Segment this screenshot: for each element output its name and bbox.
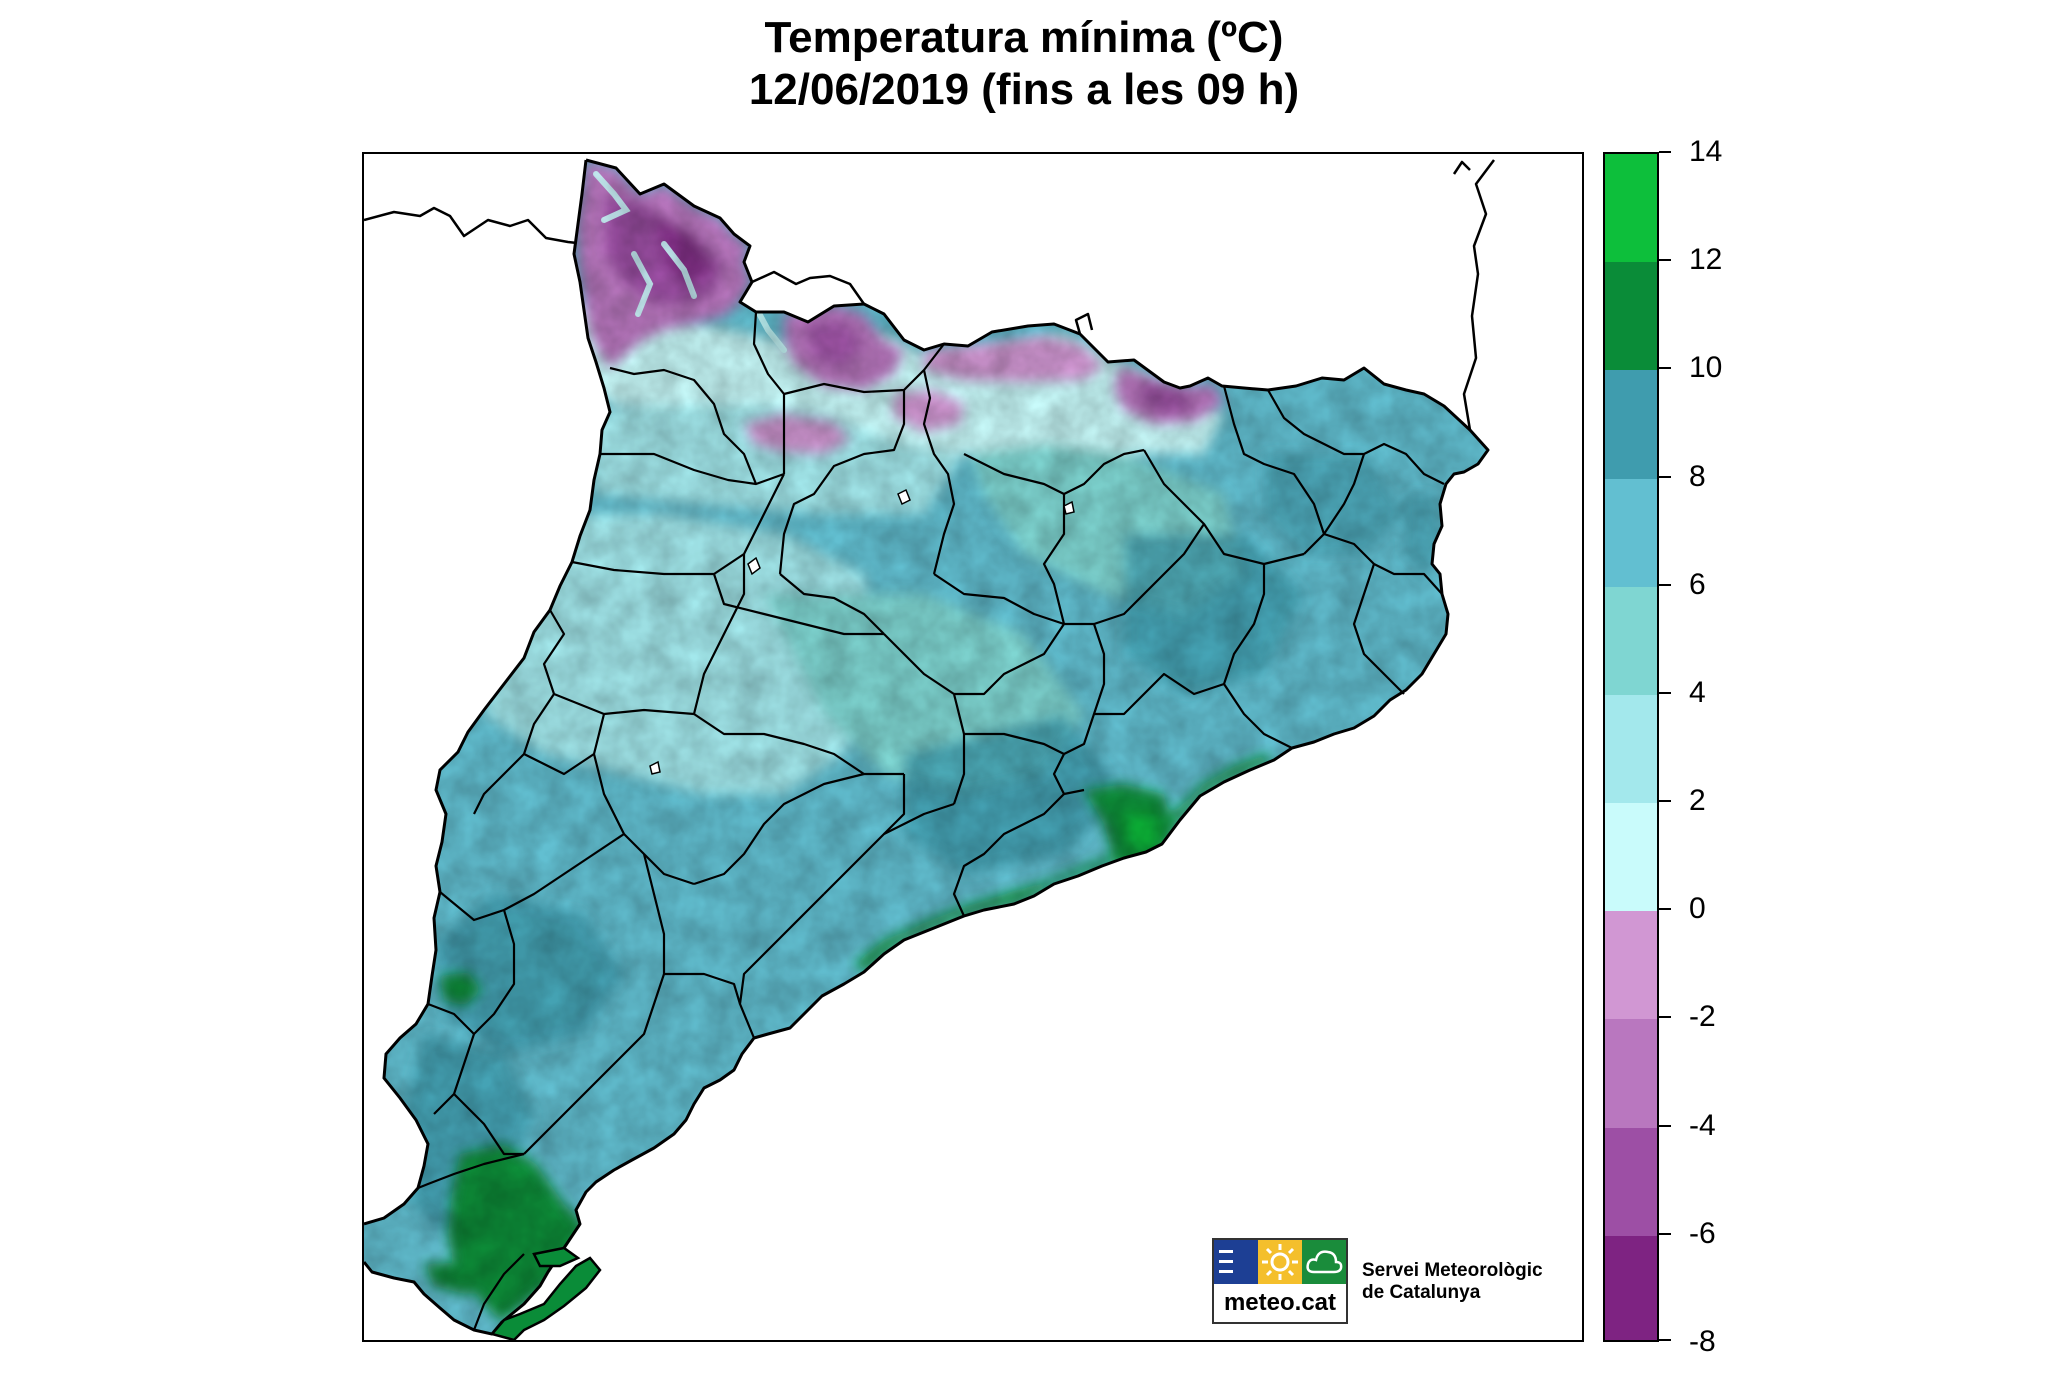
cloud-icon — [1302, 1240, 1346, 1284]
meteocat-logo: meteo.cat Servei Meteorològic de Catalun… — [1212, 1238, 1572, 1324]
temperature-map — [362, 152, 1584, 1342]
legend-tick-mark — [1659, 475, 1671, 478]
legend-tick-label: 14 — [1689, 135, 1723, 168]
legend-swatch — [1605, 370, 1657, 479]
logo-organization: Servei Meteorològic de Catalunya — [1362, 1260, 1543, 1304]
legend-swatch — [1605, 262, 1657, 371]
legend-swatch — [1605, 803, 1657, 912]
legend-tick-label: 2 — [1689, 784, 1706, 818]
legend-tick-mark — [1659, 1124, 1671, 1127]
legend-tick-label: 4 — [1689, 675, 1706, 709]
legend-tick-label: -4 — [1689, 1108, 1716, 1142]
legend-tick-mark — [1659, 583, 1671, 586]
logo-wordmark: meteo.cat — [1223, 1289, 1337, 1316]
comarca-boundaries — [417, 311, 1445, 1331]
legend-tick-mark — [1659, 259, 1671, 262]
catalonia-outline — [364, 158, 1490, 1336]
sun-icon — [1258, 1240, 1302, 1284]
legend-tick-label: 12 — [1689, 243, 1723, 277]
org-line-2: de Catalunya — [1362, 1282, 1481, 1303]
neighbor-boundaries — [364, 159, 1495, 431]
legend-tick-label: -6 — [1689, 1216, 1716, 1250]
legend-swatch — [1605, 1235, 1657, 1340]
legend-tick-label: 8 — [1689, 459, 1706, 493]
legend-tick-label: -8 — [1689, 1325, 1716, 1358]
map-title: Temperatura mínima (ºC) 12/06/2019 (fins… — [600, 12, 1448, 116]
color-legend: 14 12 10 8 6 4 2 0 -2 -4 -6 -8 — [1603, 137, 1773, 1357]
legend-swatch — [1605, 911, 1657, 1020]
legend-tick-mark — [1659, 1232, 1671, 1235]
legend-tick-mark — [1659, 1016, 1671, 1019]
org-line-1: Servei Meteorològic — [1362, 1260, 1543, 1281]
legend-swatch — [1605, 1019, 1657, 1128]
title-line-2: 12/06/2019 (fins a les 09 h) — [748, 65, 1300, 114]
temperature-field — [364, 160, 1488, 1334]
legend-tick-mark — [1659, 800, 1671, 803]
legend-swatch — [1605, 586, 1657, 695]
title-line-1: Temperatura mínima (ºC) — [764, 13, 1284, 62]
legend-swatch — [1605, 1127, 1657, 1236]
legend-swatch — [1605, 694, 1657, 804]
meteo-lines-icon — [1214, 1240, 1258, 1284]
legend-tick-mark — [1659, 151, 1671, 153]
legend-swatch — [1605, 154, 1657, 263]
legend-tick-mark — [1659, 1339, 1671, 1341]
legend-swatch — [1605, 478, 1657, 587]
legend-tick-label: 6 — [1689, 567, 1706, 601]
legend-color-bar — [1603, 152, 1659, 1342]
legend-tick-label: 10 — [1689, 351, 1723, 385]
legend-tick-label: -2 — [1689, 1000, 1716, 1034]
legend-tick-mark — [1659, 691, 1671, 694]
legend-tick-label: 0 — [1689, 892, 1706, 926]
logo-badge: meteo.cat — [1212, 1238, 1348, 1324]
legend-tick-mark — [1659, 908, 1671, 911]
legend-tick-mark — [1659, 367, 1671, 370]
